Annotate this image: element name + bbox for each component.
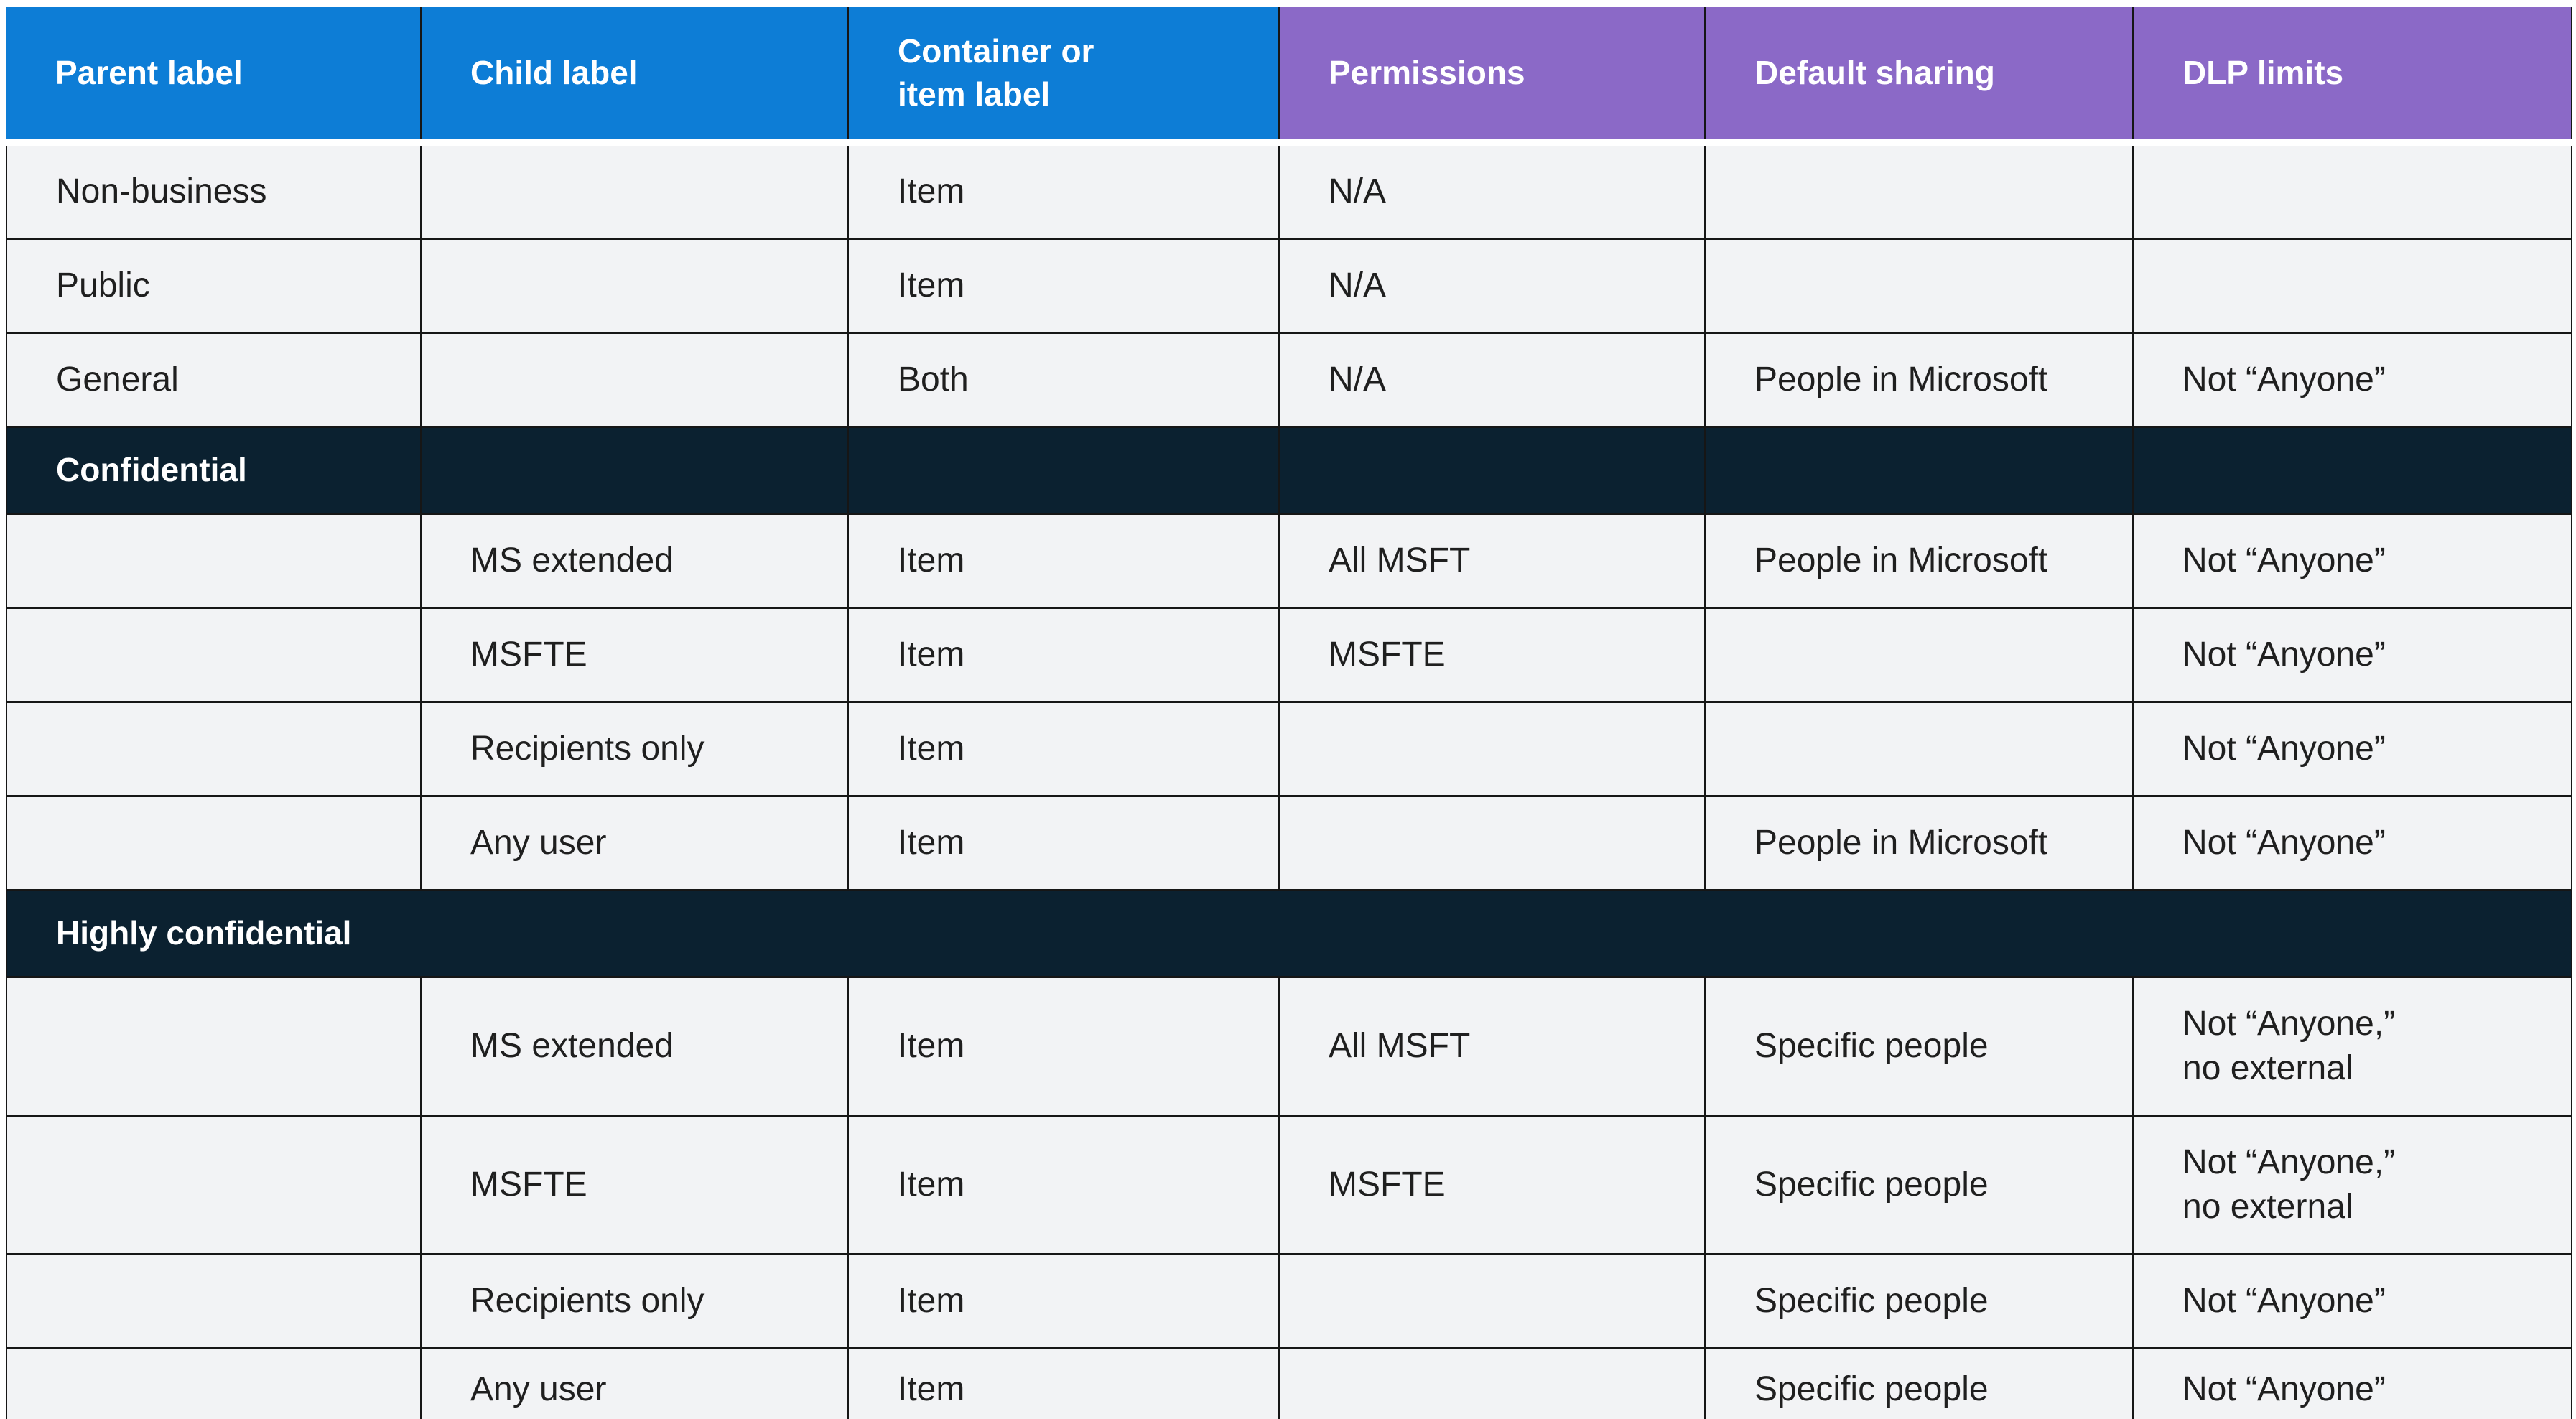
table-cell: Not “Anyone” (2132, 513, 2572, 608)
table-cell: Item (847, 513, 1280, 608)
table-cell: Non-business (6, 142, 422, 239)
table-cell (2132, 142, 2572, 239)
column-header-parent-label: Parent label (6, 7, 421, 146)
table-cell (2132, 238, 2572, 333)
table-row: MS extended Item All MSFT People in Microso… (6, 513, 2572, 608)
table-cell: Item (847, 701, 1280, 796)
table-cell: MSFTE (1278, 1115, 1706, 1255)
table-cell (1704, 607, 2134, 702)
table-cell (420, 332, 849, 427)
table-cell: People in Microsoft (1704, 513, 2134, 608)
table-cell: Not “Anyone” (2132, 701, 2572, 796)
table-cell (6, 795, 422, 890)
table-cell: Any user (420, 795, 849, 890)
table-cell: N/A (1278, 238, 1706, 333)
table-cell: Not “Anyone,” no external (2132, 976, 2572, 1116)
table-cell: Item (847, 1115, 1280, 1255)
table-cell: Specific people (1704, 1253, 2134, 1349)
table-cell: People in Microsoft (1704, 795, 2134, 890)
section-cell (1278, 426, 1706, 514)
table-row: Recipients only Item Specific people Not “A… (6, 1253, 2572, 1349)
table-cell: Item (847, 1347, 1280, 1419)
table-cell: N/A (1278, 142, 1706, 239)
section-cell (1704, 426, 2134, 514)
table-cell: All MSFT (1278, 976, 1706, 1116)
table-cell: Recipients only (420, 701, 849, 796)
table-cell: All MSFT (1278, 513, 1706, 608)
table-cell: MSFTE (1278, 607, 1706, 702)
table-row: General Both N/A People in Microsoft Not “An… (6, 332, 2572, 427)
table-cell: Item (847, 1253, 1280, 1349)
table-cell: Not “Anyone” (2132, 1253, 2572, 1349)
table-cell (1704, 238, 2134, 333)
table-cell: MSFTE (420, 1115, 849, 1255)
table-cell (6, 1253, 422, 1349)
table-cell: Specific people (1704, 1115, 2134, 1255)
table-cell: Not “Anyone,” no external (2132, 1115, 2572, 1255)
table-header: Parent label Child label Container or item… (6, 7, 2572, 146)
table-cell: Item (847, 976, 1280, 1116)
table-cell (1278, 795, 1706, 890)
section-cell (2132, 426, 2572, 514)
table-cell (1278, 1253, 1706, 1349)
table-row: Non-business Item N/A (6, 142, 2572, 239)
section-row-highly-confidential: Highly confidential (6, 889, 2572, 977)
table-cell: People in Microsoft (1704, 332, 2134, 427)
column-header-permissions: Permissions (1278, 7, 1705, 146)
table-cell (1278, 1347, 1706, 1419)
table-cell: Not “Anyone” (2132, 332, 2572, 427)
section-label: Confidential (6, 426, 422, 514)
table-cell: Public (6, 238, 422, 333)
column-header-child-label: Child label (420, 7, 848, 146)
table-body: Non-business Item N/A Public Item N/A General B… (6, 142, 2572, 1419)
table-cell: Specific people (1704, 1347, 2134, 1419)
section-label: Highly confidential (6, 889, 2572, 977)
table-cell: Not “Anyone” (2132, 1347, 2572, 1419)
table-cell: Item (847, 142, 1280, 239)
table-cell: N/A (1278, 332, 1706, 427)
table-cell: Both (847, 332, 1280, 427)
table-cell: Recipients only (420, 1253, 849, 1349)
table-cell (6, 513, 422, 608)
table-cell: MS extended (420, 513, 849, 608)
table-cell (6, 701, 422, 796)
section-row-confidential: Confidential (6, 426, 2572, 514)
table-cell: General (6, 332, 422, 427)
table-cell: Item (847, 238, 1280, 333)
column-header-default-sharing: Default sharing (1704, 7, 2133, 146)
column-header-dlp-limits: DLP limits (2132, 7, 2572, 146)
table-cell: Not “Anyone” (2132, 795, 2572, 890)
table-row: Any user Item People in Microsoft Not “Anyo… (6, 795, 2572, 890)
table-cell (6, 1115, 422, 1255)
table-cell: Any user (420, 1347, 849, 1419)
table-cell (420, 142, 849, 239)
table-row: Recipients only Item Not “Anyone” (6, 701, 2572, 796)
sensitivity-labels-table: Parent label Child label Container or item… (6, 7, 2572, 1419)
table-cell (1704, 701, 2134, 796)
section-cell (420, 426, 849, 514)
table-cell (1704, 142, 2134, 239)
table-cell: MS extended (420, 976, 849, 1116)
table-row: Any user Item Specific people Not “Anyone” (6, 1347, 2572, 1419)
header-row: Parent label Child label Container or item… (6, 7, 2572, 146)
table-cell (6, 976, 422, 1116)
table-cell (1278, 701, 1706, 796)
table-row: MSFTE Item MSFTE Not “Anyone” (6, 607, 2572, 702)
table-cell: Item (847, 795, 1280, 890)
column-header-container-or-item-label: Container or item label (847, 7, 1279, 146)
table-cell (6, 607, 422, 702)
table-cell: Specific people (1704, 976, 2134, 1116)
table-cell (420, 238, 849, 333)
table-cell: MSFTE (420, 607, 849, 702)
table-cell (6, 1347, 422, 1419)
table-row: MSFTE Item MSFTE Specific people Not “Anyone… (6, 1115, 2572, 1255)
table-row: MS extended Item All MSFT Specific people No… (6, 976, 2572, 1116)
section-cell (847, 426, 1280, 514)
table-cell: Not “Anyone” (2132, 607, 2572, 702)
table-row: Public Item N/A (6, 238, 2572, 333)
table-cell: Item (847, 607, 1280, 702)
